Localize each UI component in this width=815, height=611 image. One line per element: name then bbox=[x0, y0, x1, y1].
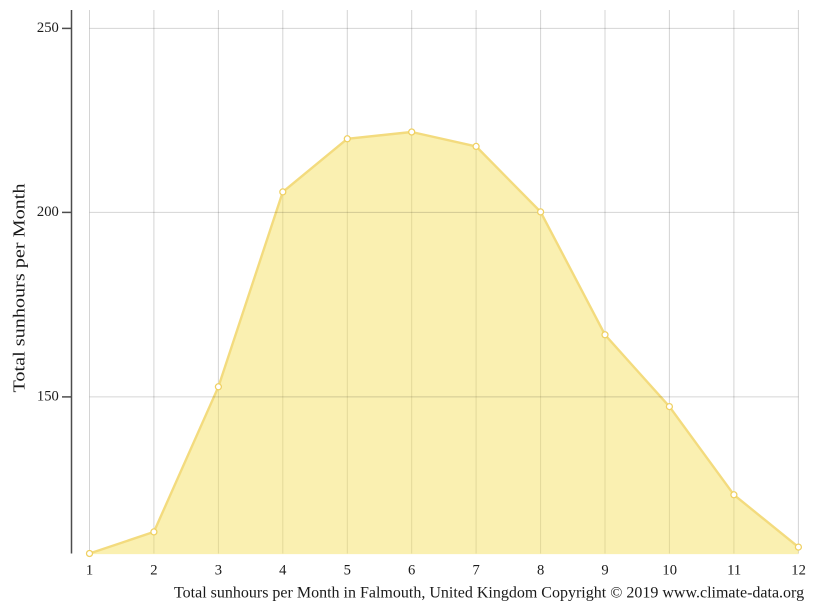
svg-text:8: 8 bbox=[537, 563, 544, 579]
svg-text:7: 7 bbox=[472, 563, 479, 579]
svg-text:1: 1 bbox=[86, 563, 93, 579]
svg-text:4: 4 bbox=[279, 563, 287, 579]
svg-text:12: 12 bbox=[791, 563, 806, 579]
svg-text:11: 11 bbox=[727, 563, 741, 579]
svg-text:6: 6 bbox=[408, 563, 415, 579]
svg-text:250: 250 bbox=[37, 20, 59, 36]
svg-text:2: 2 bbox=[150, 563, 157, 579]
svg-text:3: 3 bbox=[215, 563, 222, 579]
svg-text:10: 10 bbox=[662, 563, 677, 579]
svg-text:150: 150 bbox=[37, 388, 59, 404]
svg-text:200: 200 bbox=[37, 204, 59, 220]
svg-text:Total sunhours per Month in Fa: Total sunhours per Month in Falmouth, Un… bbox=[174, 585, 804, 602]
svg-text:9: 9 bbox=[601, 563, 608, 579]
svg-text:Total sunhours per Month: Total sunhours per Month bbox=[10, 183, 29, 393]
svg-text:5: 5 bbox=[344, 563, 351, 579]
